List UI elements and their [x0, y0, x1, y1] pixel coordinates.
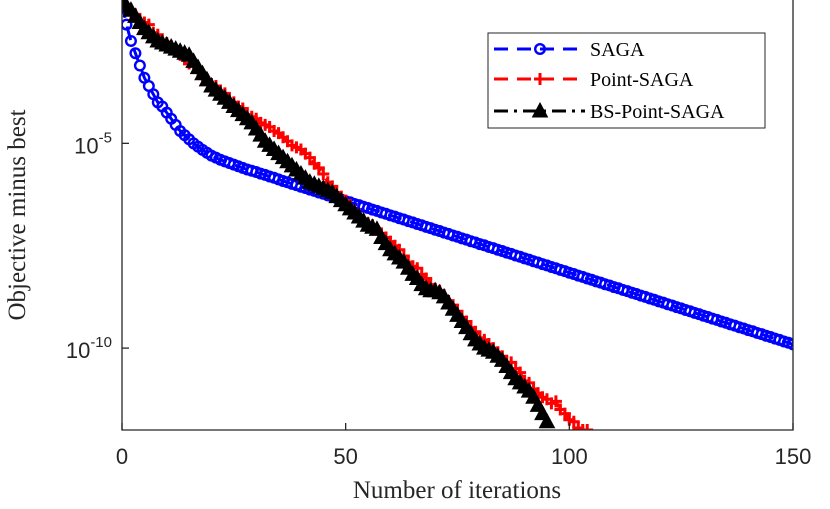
data-point	[129, 47, 142, 60]
legend-entry: BS-Point-SAGA	[494, 101, 725, 123]
data-point	[312, 161, 325, 174]
x-tick-label: 100	[551, 444, 588, 469]
data-point	[122, 18, 133, 31]
legend-label: BS-Point-SAGA	[590, 101, 725, 123]
legend-marker	[531, 101, 549, 118]
series-saga	[122, 0, 793, 351]
data-point	[124, 34, 137, 47]
legend: SAGA Point-SAGA BS-Point-SAGA	[487, 32, 766, 129]
data-point	[317, 168, 330, 181]
legend-entry: SAGA	[494, 39, 645, 61]
data-point	[549, 395, 562, 408]
plot-frame	[121, 0, 794, 431]
series-layer	[122, 0, 793, 430]
legend-label: SAGA	[590, 39, 645, 61]
x-tick-label: 150	[775, 444, 812, 469]
legend-label: Point-SAGA	[590, 69, 694, 91]
legend-marker	[534, 43, 547, 56]
x-tick-label: 50	[333, 444, 357, 469]
legend-entry: Point-SAGA	[494, 69, 694, 91]
legend-marker	[534, 73, 546, 85]
data-point	[787, 338, 793, 351]
legend-entries: SAGA Point-SAGA BS-Point-SAGA	[494, 39, 725, 123]
data-point	[538, 412, 556, 429]
data-point	[558, 407, 571, 420]
data-point	[576, 424, 589, 430]
data-point	[567, 415, 580, 428]
tick-layer: 0 50 100 150 10-5 10-10	[66, 129, 812, 469]
x-tick-label: 0	[116, 444, 128, 469]
x-axis-label: Number of iterations	[353, 477, 561, 504]
data-point	[303, 151, 316, 164]
data-point	[581, 424, 594, 430]
series-bs-point-saga	[122, 0, 556, 429]
y-tick-label: 10-5	[74, 129, 112, 158]
y-tick-label: 10-10	[66, 334, 112, 363]
data-point	[133, 59, 146, 72]
y-axis-label: Objective minus best	[4, 109, 31, 320]
